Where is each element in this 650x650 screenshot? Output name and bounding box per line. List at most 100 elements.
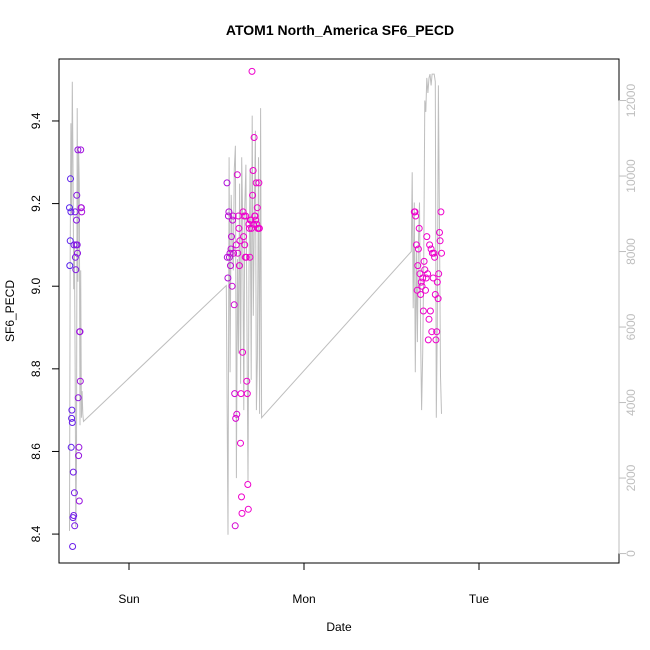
y-tick-label: 8.8	[29, 360, 43, 377]
data-point	[424, 336, 432, 344]
x-tick-label: Tue	[469, 592, 490, 606]
data-point	[420, 257, 428, 265]
data-point	[67, 175, 74, 183]
x-axis-label: Date	[326, 620, 352, 634]
data-point	[248, 67, 256, 75]
data-point	[417, 278, 425, 286]
data-points	[66, 67, 445, 550]
data-point	[67, 208, 75, 216]
data-point	[71, 522, 79, 530]
data-point	[437, 208, 445, 216]
data-point	[244, 505, 252, 513]
data-point	[75, 452, 83, 460]
data-point	[252, 179, 260, 187]
data-point	[250, 134, 258, 141]
data-point	[240, 233, 248, 241]
data-point	[411, 208, 419, 216]
data-point	[228, 282, 236, 290]
data-point	[417, 291, 425, 298]
data-point	[414, 245, 422, 253]
data-point	[74, 394, 82, 402]
data-point	[419, 274, 427, 282]
data-point	[227, 262, 234, 270]
data-point	[229, 216, 237, 224]
data-point	[76, 377, 84, 385]
data-point	[78, 208, 86, 216]
data-point	[436, 237, 444, 245]
data-point	[228, 233, 235, 241]
data-point	[238, 509, 246, 517]
data-point	[422, 286, 429, 294]
data-point	[77, 204, 85, 212]
data-point	[235, 224, 243, 232]
data-point	[245, 224, 253, 232]
data-point	[68, 406, 76, 414]
data-point	[75, 443, 83, 451]
data-point	[77, 146, 85, 154]
data-point	[244, 481, 252, 488]
data-point	[230, 249, 238, 257]
data-point	[236, 237, 244, 245]
data-point	[235, 262, 243, 270]
data-point	[224, 274, 232, 282]
y2-tick-label: 10000	[624, 159, 638, 193]
y2-axis: 0 2000 4000 6000 8000 10000 12000	[618, 84, 638, 557]
data-point	[425, 315, 433, 323]
data-point	[413, 286, 421, 294]
data-point	[74, 146, 82, 154]
data-point	[232, 414, 240, 422]
data-point	[70, 241, 78, 249]
data-point	[424, 270, 432, 278]
data-point	[223, 179, 231, 187]
data-point	[69, 543, 77, 550]
data-point	[428, 328, 436, 336]
y2-tick-label: 12000	[624, 84, 638, 118]
data-point	[73, 191, 81, 199]
data-point	[415, 224, 423, 232]
data-point	[250, 220, 258, 228]
data-point	[431, 253, 439, 261]
data-point	[255, 179, 263, 187]
data-point	[73, 241, 81, 249]
data-point	[68, 414, 76, 422]
y-axis: 8.4 8.6 8.8 9.0 9.2 9.4	[29, 112, 60, 542]
data-point	[241, 241, 249, 249]
data-point	[242, 212, 250, 220]
data-point	[230, 301, 238, 309]
x-tick-label: Mon	[292, 592, 315, 606]
data-point	[239, 348, 247, 356]
data-point	[66, 262, 74, 270]
data-point	[412, 241, 420, 249]
data-point	[74, 249, 81, 257]
data-point	[430, 249, 438, 257]
y-tick-label: 9.2	[29, 195, 43, 212]
data-point	[434, 295, 442, 303]
secondary-line	[69, 73, 442, 535]
x-tick-label: Sun	[118, 592, 139, 606]
data-point	[70, 489, 78, 497]
data-point	[225, 253, 233, 261]
data-point	[422, 274, 430, 282]
data-point	[231, 522, 239, 530]
data-point	[426, 241, 434, 249]
data-point	[76, 328, 84, 336]
data-point	[246, 253, 254, 261]
data-point	[412, 212, 420, 220]
data-point	[429, 274, 437, 282]
y-tick-label: 9.0	[29, 278, 43, 295]
data-point	[436, 229, 443, 236]
x-axis: Sun Mon Tue	[118, 562, 490, 606]
data-point	[435, 270, 443, 278]
y2-tick-label: 8000	[624, 238, 638, 265]
data-point	[72, 266, 80, 274]
data-point	[243, 390, 251, 398]
data-point	[433, 328, 441, 336]
data-point	[423, 233, 431, 241]
data-point	[234, 249, 242, 257]
y-tick-label: 9.4	[29, 112, 43, 129]
data-point	[67, 443, 75, 451]
data-point	[438, 249, 445, 257]
data-point	[249, 191, 257, 199]
data-point	[233, 410, 241, 418]
